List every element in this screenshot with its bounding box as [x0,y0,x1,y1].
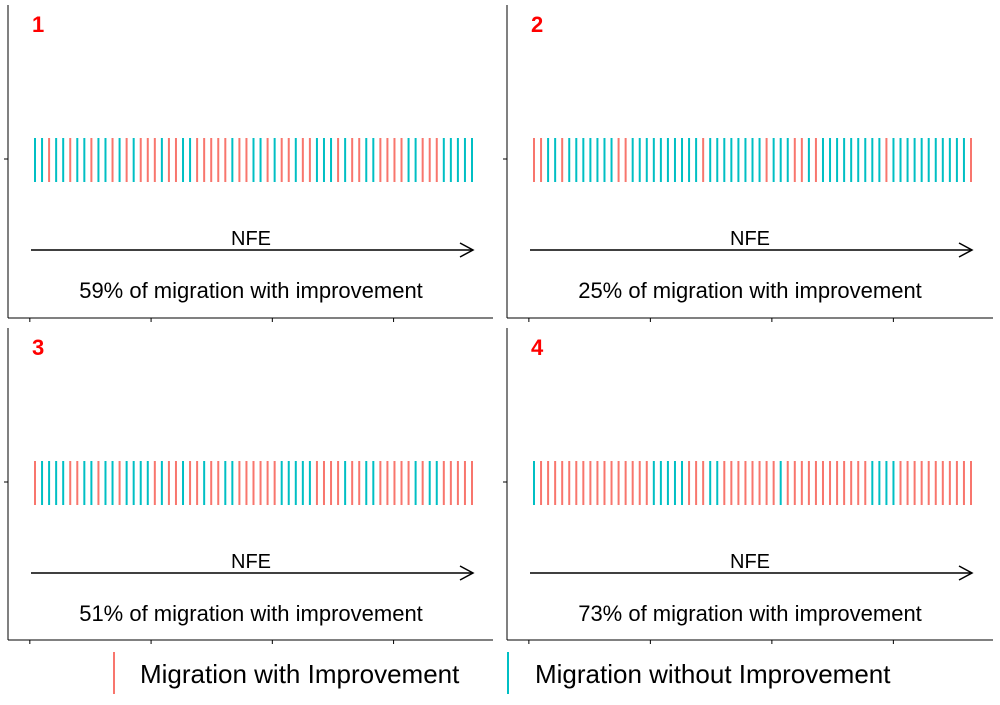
panel-number-label: 1 [32,12,44,37]
legend-label: Migration with Improvement [140,659,460,689]
nfe-arrow-head [459,242,475,258]
x-axis-label: NFE [730,551,770,573]
panel-number-label: 2 [531,12,543,37]
chart-legend: Migration with Improvement Migration with… [113,652,891,694]
chart-panel-3: 3 NFE 51% of migration with improvement [4,328,493,644]
chart-panel-1: 1 NFE 59% of migration with improvement [4,5,493,322]
x-axis-label: NFE [730,228,770,250]
nfe-arrow-head [958,565,974,581]
legend-label: Migration without Improvement [535,659,891,689]
panel-number-label: 4 [531,335,544,360]
chart-panel-2: 2 NFE 25% of migration with improvement [503,5,993,322]
chart-panel-4: 4 NFE 73% of migration with improvement [503,328,993,644]
nfe-arrow-head [459,565,475,581]
panel-caption: 51% of migration with improvement [79,601,423,626]
panel-caption: 59% of migration with improvement [79,278,423,303]
panel-caption: 25% of migration with improvement [578,278,922,303]
panel-caption: 73% of migration with improvement [578,601,922,626]
nfe-arrow-head [958,242,974,258]
panel-number-label: 3 [32,335,44,360]
x-axis-label: NFE [231,551,271,573]
x-axis-label: NFE [231,228,271,250]
